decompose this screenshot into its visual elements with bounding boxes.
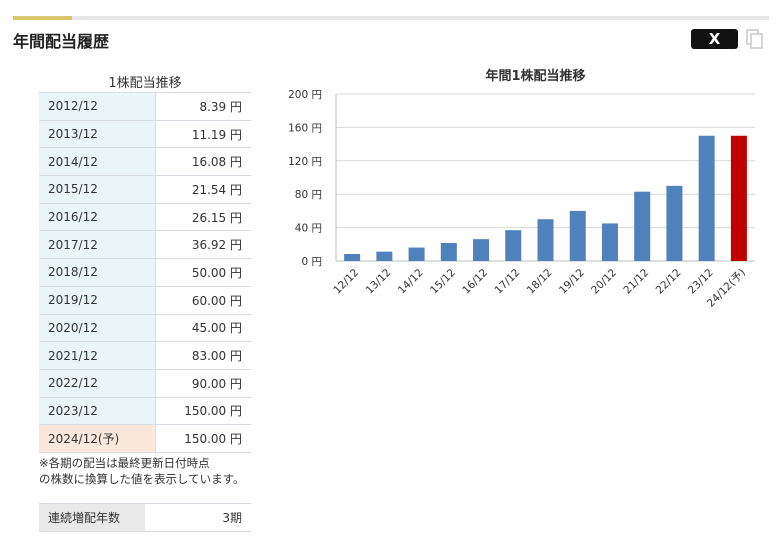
row-dividend: 83.00 円 [155, 341, 251, 370]
streak-label: 連続増配年数 [39, 503, 145, 532]
row-year: 2019/12 [39, 286, 156, 315]
bar [505, 230, 522, 261]
note-line-1: ※各期の配当は最終更新日付時点 [39, 456, 210, 470]
table-row: 2023/12 150.00 円 [39, 397, 251, 426]
note-line-2: の株数に換算した値を表示しています。 [39, 472, 245, 486]
y-tick-label: 80 円 [295, 189, 322, 201]
row-dividend: 36.92 円 [155, 230, 251, 260]
dividend-table-caption: 1株配当推移 [108, 76, 182, 91]
x-logo-icon: X [708, 30, 721, 48]
chart-title: 年間1株配当推移 [485, 68, 585, 84]
section-title: 年間配当履歴 [13, 32, 110, 51]
x-tick-label: 13/12 [364, 267, 394, 297]
row-year: 2020/12 [39, 314, 156, 343]
y-tick-label: 200 円 [288, 89, 322, 101]
x-tick-label: 21/12 [621, 267, 651, 297]
row-year: 2023/12 [39, 397, 156, 426]
row-dividend: 150.00 円 [155, 424, 251, 453]
row-year: 2012/12 [39, 92, 156, 121]
table-row: 2015/12 21.54 円 [39, 175, 251, 204]
x-tick-label: 23/12 [686, 267, 716, 297]
x-tick-label: 12/12 [331, 267, 361, 297]
x-tick-label: 14/12 [396, 267, 426, 297]
streak-value: 3期 [145, 503, 251, 532]
row-year: 2022/12 [39, 369, 156, 398]
row-year: 2024/12(予) [39, 424, 156, 453]
x-tick-label: 16/12 [460, 267, 490, 297]
bar [698, 135, 715, 261]
section-accent-bar [13, 16, 72, 20]
table-row: 2018/12 50.00 円 [39, 258, 251, 287]
row-dividend: 16.08 円 [155, 147, 251, 177]
row-dividend: 11.19 円 [155, 120, 251, 149]
x-tick-label: 20/12 [589, 267, 619, 297]
row-year: 2016/12 [39, 203, 156, 232]
table-row: 2013/12 11.19 円 [39, 120, 251, 149]
row-dividend: 50.00 円 [155, 258, 251, 287]
table-row: 2022/12 90.00 円 [39, 369, 251, 398]
dividend-table: 2012/12 8.39 円 2013/12 11.19 円 2014/12 16.08 … [39, 92, 251, 453]
x-tick-label: 17/12 [493, 267, 523, 297]
section-top-border [13, 16, 769, 20]
table-row: 2020/12 45.00 円 [39, 314, 251, 343]
x-tick-label: 15/12 [428, 267, 458, 297]
table-row: 2014/12 16.08 円 [39, 147, 251, 177]
bar [344, 253, 361, 261]
row-dividend: 45.00 円 [155, 314, 251, 343]
streak-table: 連続増配年数 3期 [39, 503, 251, 532]
row-dividend: 150.00 円 [155, 397, 251, 426]
table-row: 2017/12 36.92 円 [39, 230, 251, 260]
bar [730, 135, 747, 261]
y-tick-label: 0 円 [301, 256, 322, 268]
row-dividend: 8.39 円 [155, 92, 251, 121]
row-dividend: 26.15 円 [155, 203, 251, 232]
row-dividend: 21.54 円 [155, 175, 251, 204]
row-year: 2018/12 [39, 258, 156, 287]
row-year: 2014/12 [39, 147, 156, 177]
table-row: 2021/12 83.00 円 [39, 341, 251, 370]
bar [537, 219, 554, 261]
bar [666, 185, 683, 261]
table-row: 2012/12 8.39 円 [39, 92, 251, 121]
bar [569, 210, 586, 261]
x-share-button[interactable]: X [691, 29, 738, 49]
bar [473, 239, 490, 261]
bar [601, 223, 618, 261]
x-tick-label: 19/12 [557, 267, 587, 297]
y-tick-label: 120 円 [288, 156, 322, 168]
row-year: 2017/12 [39, 230, 156, 260]
dividend-note: ※各期の配当は最終更新日付時点 の株数に換算した値を表示しています。 [39, 455, 269, 487]
row-year: 2021/12 [39, 341, 156, 370]
row-dividend: 90.00 円 [155, 369, 251, 398]
bar [634, 191, 651, 261]
row-dividend: 60.00 円 [155, 286, 251, 315]
y-tick-label: 40 円 [295, 223, 322, 235]
table-row: 2016/12 26.15 円 [39, 203, 251, 232]
row-year: 2015/12 [39, 175, 156, 204]
copy-icon[interactable] [746, 29, 764, 49]
bar [408, 247, 425, 261]
table-row: 2024/12(予) 150.00 円 [39, 424, 251, 453]
bar [376, 251, 393, 261]
y-tick-label: 160 円 [288, 122, 322, 134]
row-year: 2013/12 [39, 120, 156, 149]
x-tick-label: 18/12 [525, 267, 555, 297]
x-tick-label: 22/12 [654, 267, 684, 297]
bar [440, 243, 457, 261]
table-row: 2019/12 60.00 円 [39, 286, 251, 315]
